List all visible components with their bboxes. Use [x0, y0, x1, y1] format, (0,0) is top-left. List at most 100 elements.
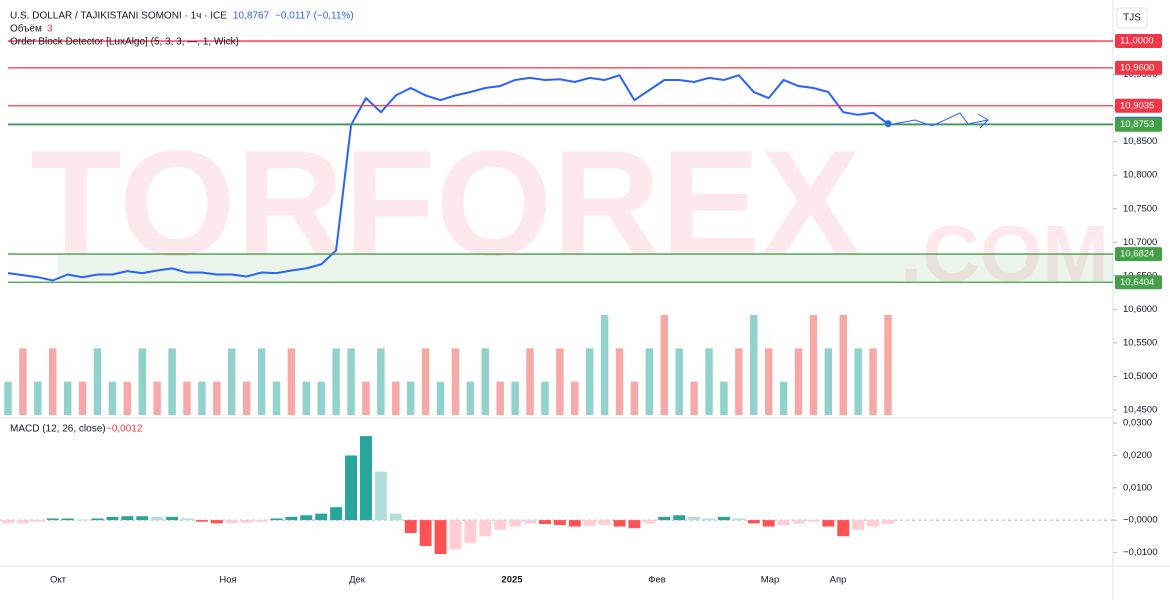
- indicator-name: Order Block Detector [LuxAlgo] (5, 3, 3,…: [10, 37, 239, 48]
- macd-bar: [136, 516, 149, 521]
- volume-bar: [153, 381, 161, 415]
- macd-bar: [91, 518, 104, 521]
- macd-bar: [31, 520, 44, 522]
- volume-bar: [362, 381, 370, 415]
- macd-bar: [2, 520, 14, 524]
- level-label-box: [1115, 60, 1162, 75]
- volume-bar: [615, 348, 624, 415]
- macd-bar: [240, 520, 253, 523]
- macd-bar: [225, 520, 238, 524]
- macd-bar: [628, 520, 641, 529]
- price-layer: 10,450010,500010,550010,600010,650010,70…: [7, 34, 1162, 415]
- macd-bar: [360, 436, 372, 521]
- level-label: 11,0000: [1120, 36, 1154, 47]
- volume-bar: [213, 381, 221, 415]
- macd-bar: [747, 520, 760, 524]
- macd-bar: [613, 520, 626, 527]
- macd-title: MACD (12, 26, close): [10, 424, 106, 435]
- macd-bar: [792, 520, 805, 524]
- y-tick-label: 10,7500: [1123, 203, 1157, 214]
- macd-bar: [270, 518, 283, 521]
- macd-bar: [837, 520, 850, 537]
- volume-bar: [377, 348, 385, 415]
- forecast-arrow: [887, 112, 990, 129]
- macd-bar: [16, 520, 29, 524]
- volume-bar: [287, 348, 296, 415]
- volume-bar: [272, 381, 281, 415]
- macd-bar: [255, 520, 268, 522]
- y-tick-label: 0,0200: [1123, 450, 1152, 461]
- volume-bar: [421, 348, 430, 415]
- macd-bar: [389, 513, 402, 521]
- volume-layer: [4, 315, 892, 415]
- volume-bar: [660, 315, 668, 415]
- macd-bar: [166, 516, 179, 521]
- y-tick-label: −0,0000: [1123, 515, 1158, 526]
- currency-label[interactable]: TJS: [1123, 13, 1141, 24]
- macd-bar: [181, 518, 193, 521]
- macd-bar: [300, 515, 313, 521]
- volume-bar: [78, 381, 87, 415]
- time-label: Фев: [648, 575, 666, 586]
- macd-bar: [553, 520, 566, 525]
- macd-bar: [867, 520, 880, 527]
- volume-bar: [257, 348, 266, 415]
- time-label: Мар: [761, 575, 780, 586]
- volume-bar: [406, 381, 415, 415]
- volume-bar: [764, 348, 773, 415]
- volume-bar: [63, 381, 72, 415]
- y-tick-label: 10,8500: [1123, 136, 1157, 147]
- macd-bar: [538, 520, 551, 524]
- macd-bar: [479, 520, 492, 537]
- macd-bar: [404, 520, 417, 534]
- macd-bar: [598, 520, 611, 525]
- level-label-box: [1115, 117, 1162, 132]
- macd-bar: [762, 520, 775, 527]
- macd-bar: [434, 520, 447, 555]
- macd-bar: [688, 516, 701, 521]
- volume-bar: [690, 381, 698, 415]
- level-label: 10,6404: [1120, 277, 1154, 288]
- volume-bar: [779, 381, 788, 415]
- macd-bar: [419, 520, 432, 546]
- macd-bar: [195, 520, 208, 522]
- volume-bar: [242, 381, 251, 415]
- volume-bar: [183, 381, 191, 415]
- volume-bar: [705, 348, 713, 415]
- level-label-box: [1115, 34, 1162, 49]
- volume-bar: [720, 381, 728, 415]
- macd-bar: [717, 516, 730, 521]
- volume-bar: [93, 348, 102, 415]
- time-label: Дек: [349, 575, 366, 586]
- currency-button[interactable]: [1116, 7, 1148, 29]
- macd-bar: [315, 513, 328, 521]
- macd-bar: [643, 520, 656, 524]
- y-tick-label: 10,8000: [1123, 170, 1157, 181]
- volume-bar: [645, 348, 654, 415]
- volume-last: 3: [47, 24, 53, 35]
- order-block-zone: [58, 254, 1113, 283]
- symbol-title: U.S. DOLLAR / TAJIKISTANI SOMONI · 1ч · …: [10, 11, 227, 22]
- volume-bar: [869, 348, 877, 415]
- volume-bar: [332, 348, 340, 415]
- price-line: [7, 74, 889, 282]
- macd-bar: [494, 520, 507, 530]
- watermark: TORFOREX: [30, 119, 861, 287]
- time-label: Апр: [830, 575, 847, 586]
- volume-bar: [735, 348, 743, 415]
- macd-bar: [345, 455, 358, 521]
- macd-bar: [658, 516, 671, 521]
- volume-bar: [839, 315, 847, 415]
- volume-bar: [600, 315, 609, 415]
- volume-bar: [481, 348, 490, 415]
- y-tick-label: 0,0100: [1123, 482, 1152, 493]
- level-label: 10,6824: [1120, 249, 1154, 260]
- macd-bar: [61, 518, 74, 521]
- volume-bar: [884, 315, 892, 415]
- volume-bar: [585, 348, 594, 415]
- level-label-box: [1115, 275, 1162, 290]
- volume-bar: [496, 381, 504, 415]
- volume-bar: [556, 348, 564, 415]
